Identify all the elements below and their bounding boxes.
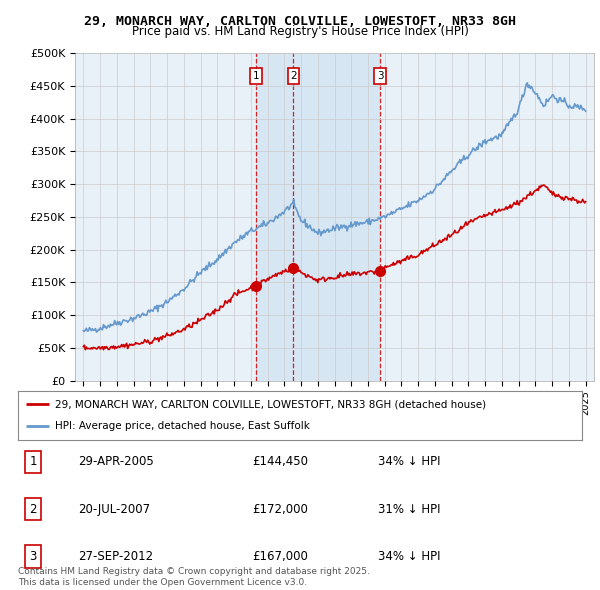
Text: 34% ↓ HPI: 34% ↓ HPI [378, 550, 440, 563]
Text: 3: 3 [377, 71, 383, 81]
Text: 1: 1 [29, 455, 37, 468]
Text: 34% ↓ HPI: 34% ↓ HPI [378, 455, 440, 468]
Text: 27-SEP-2012: 27-SEP-2012 [78, 550, 153, 563]
Text: HPI: Average price, detached house, East Suffolk: HPI: Average price, detached house, East… [55, 421, 310, 431]
Text: 29, MONARCH WAY, CARLTON COLVILLE, LOWESTOFT, NR33 8GH: 29, MONARCH WAY, CARLTON COLVILLE, LOWES… [84, 15, 516, 28]
Text: Price paid vs. HM Land Registry's House Price Index (HPI): Price paid vs. HM Land Registry's House … [131, 25, 469, 38]
Text: 20-JUL-2007: 20-JUL-2007 [78, 503, 150, 516]
Text: 3: 3 [29, 550, 37, 563]
Text: 2: 2 [290, 71, 297, 81]
Text: £167,000: £167,000 [252, 550, 308, 563]
Text: 29-APR-2005: 29-APR-2005 [78, 455, 154, 468]
Bar [256, 53, 380, 381]
Text: £172,000: £172,000 [252, 503, 308, 516]
Text: 2: 2 [29, 503, 37, 516]
Text: 1: 1 [253, 71, 259, 81]
Text: 31% ↓ HPI: 31% ↓ HPI [378, 503, 440, 516]
Text: 29, MONARCH WAY, CARLTON COLVILLE, LOWESTOFT, NR33 8GH (detached house): 29, MONARCH WAY, CARLTON COLVILLE, LOWES… [55, 399, 486, 409]
Text: Contains HM Land Registry data © Crown copyright and database right 2025.
This d: Contains HM Land Registry data © Crown c… [18, 568, 370, 586]
Text: £144,450: £144,450 [252, 455, 308, 468]
